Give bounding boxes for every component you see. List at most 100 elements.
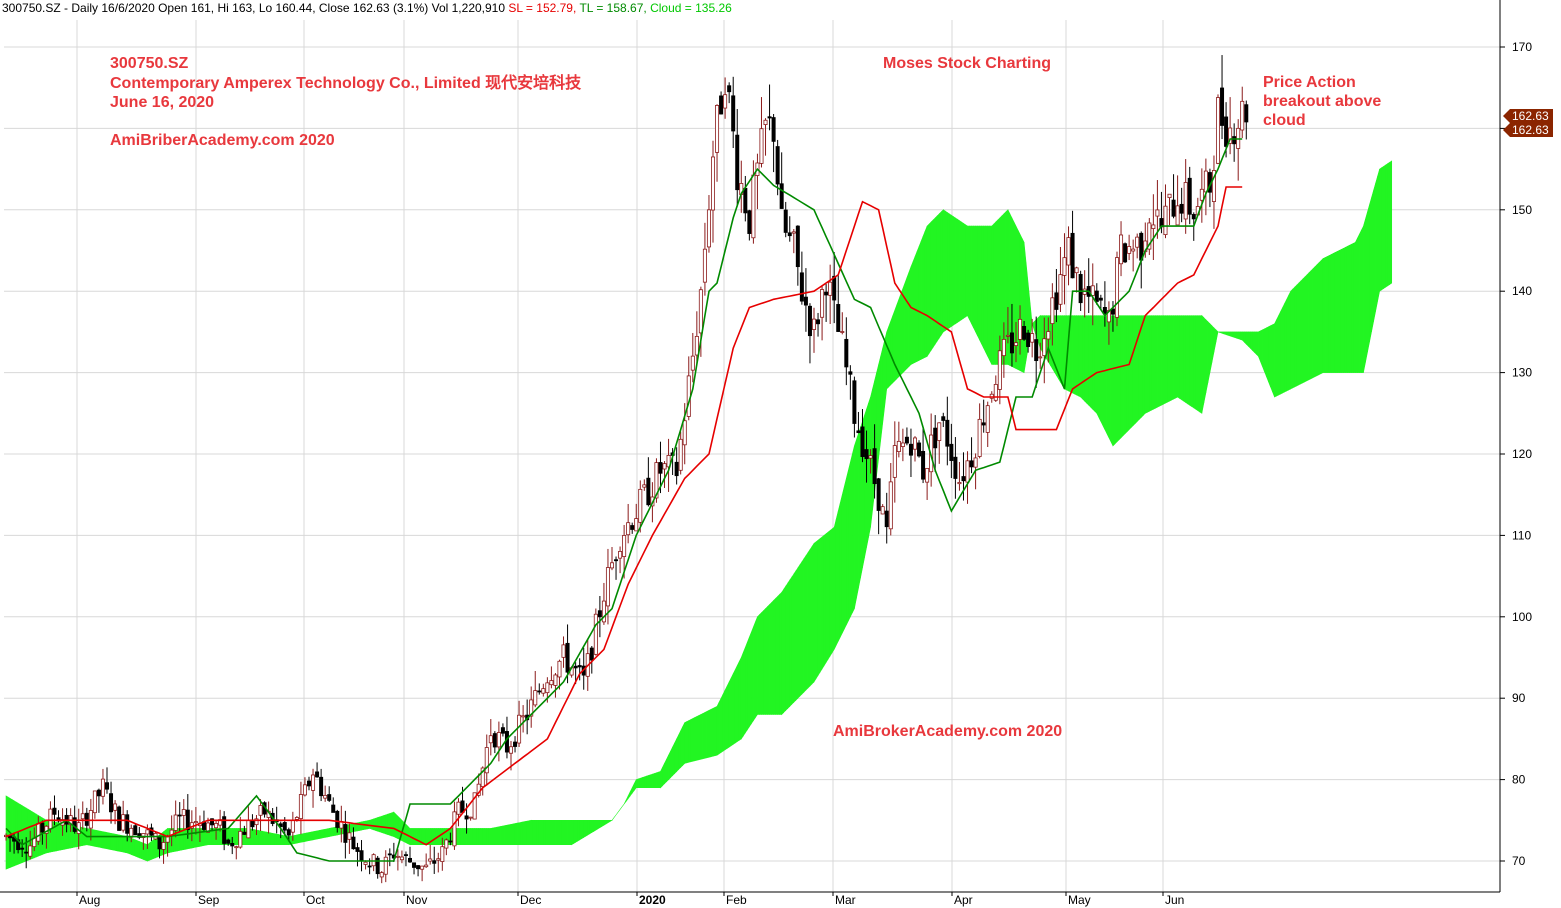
grid [4,20,1500,892]
cloud-bull-segment [1116,315,1120,443]
cloud-bull-segment [1377,169,1380,302]
cloud-bull-segment [625,795,629,803]
cloud-bull-segment [1112,315,1116,447]
cloud-bull-segment [1114,315,1118,445]
cloud-bull-segment [829,528,833,657]
candle-down [242,831,247,835]
cloud-bull-segment [666,755,669,783]
candle-up [1127,246,1132,254]
cloud-bull-segment [1191,315,1195,409]
candle-down [40,822,45,833]
cloud-bull-segment [1272,323,1275,398]
candle-down [824,291,829,296]
candle-up [1066,237,1071,266]
cloud-bull-segment [1155,315,1158,409]
cloud-bull-segment [639,777,643,789]
cloud-bull-segment [559,819,562,846]
candle-up [181,809,186,816]
candle-up [428,858,433,862]
header-prefix: 300750.SZ - Daily 16/6/2020 Open 161, Hi… [2,1,506,15]
candle-up [541,688,546,694]
cloud-bull-segment [298,833,302,844]
candle-down [941,416,946,421]
cloud-bull-segment [1147,315,1150,413]
cloud-bull-segment [906,272,910,370]
cloud-bull-segment [122,835,126,853]
cloud-bull-segment [1326,255,1330,373]
cloud-bull-segment [613,814,617,818]
cloud-bull-segment [769,601,772,715]
cloud-bull-segment [359,821,362,831]
cloud-bull-segment [892,310,896,384]
candle-down [1224,116,1229,147]
cloud-bull-segment [920,236,924,360]
cloud-bull-segment [965,224,968,318]
cloud-bull-segment [961,221,964,321]
candle-down [133,825,138,836]
cloud-bull-segment [1023,242,1027,373]
cloud-bull-segment [1276,315,1279,397]
cloud-bull-segment [619,806,623,810]
cloud-bull-segment [1096,315,1100,418]
cloud-bull-segment [134,839,138,858]
cloud-bull-segment [1207,320,1211,383]
cloud-bull-segment [1316,261,1320,377]
cloud-bull-segment [1094,315,1098,415]
cloud-bull-segment [324,828,328,838]
cloud-bull-segment [928,221,932,355]
candle-down [387,853,392,856]
cloud-bull-segment [603,819,607,826]
cloud-bull-segment [684,721,688,764]
cloud-bull-segment [789,576,793,708]
candle-down [767,116,772,119]
cloud-bull-segment [96,830,100,848]
cloud-bull-segment [1308,270,1312,381]
candle-up [634,518,639,532]
cloud-bull-segment [886,326,890,390]
cloud-bull-segment [904,277,908,372]
candle-up [638,488,643,523]
cloud-bull-segment [728,677,732,748]
candle-down [658,462,663,474]
candle-down [117,806,122,831]
candle-down [807,305,812,337]
candle-down [335,810,340,828]
cloud-bull-segment [504,824,508,846]
cloud-bull-segment [581,819,585,840]
candle-up [302,784,307,796]
cloud-bull-segment [316,830,320,840]
cloud-bull-segment [938,211,942,340]
candle-down [614,559,619,562]
cloud-bull-segment [306,832,310,842]
cloud-bull-segment [1177,315,1180,399]
cloud-bull-segment [545,819,548,846]
candle-down [969,460,974,468]
cloud-bull-segment [561,819,564,846]
y-tick-label: 110 [1512,528,1531,542]
cloud-bull-segment [496,826,500,846]
cloud-bull-segment [621,803,625,807]
cloud-bull-segment [379,815,383,833]
cloud-bull-segment [318,829,322,839]
cloud-bull-segment [932,217,936,349]
candle-down [577,665,582,668]
candle-up [706,209,711,248]
cloud-bull-segment [1248,331,1251,349]
cloud-bull-segment [1221,331,1225,335]
cloud-bull-segment [502,825,506,846]
candle-down [412,862,417,868]
cloud-bull-segment [811,542,815,685]
cloud-bull-segment [1140,315,1144,419]
cloud-bull-segment [300,833,304,843]
cloud-bull-segment [472,828,475,846]
cloud-bull-segment [494,826,498,846]
company-label: Contemporary Amperex Technology Co., Lim… [110,75,582,92]
cloud-bull-segment [1375,176,1378,312]
cloud-bull-segment [474,828,477,846]
cloud-bull-segment [730,673,734,747]
cloud-bull-segment [320,829,324,839]
price-tag-label: 162.63 [1512,109,1549,123]
cloud-bull-segment [896,299,900,380]
cloud-bull-segment [839,494,843,638]
cloud-bull-segment [633,779,637,792]
